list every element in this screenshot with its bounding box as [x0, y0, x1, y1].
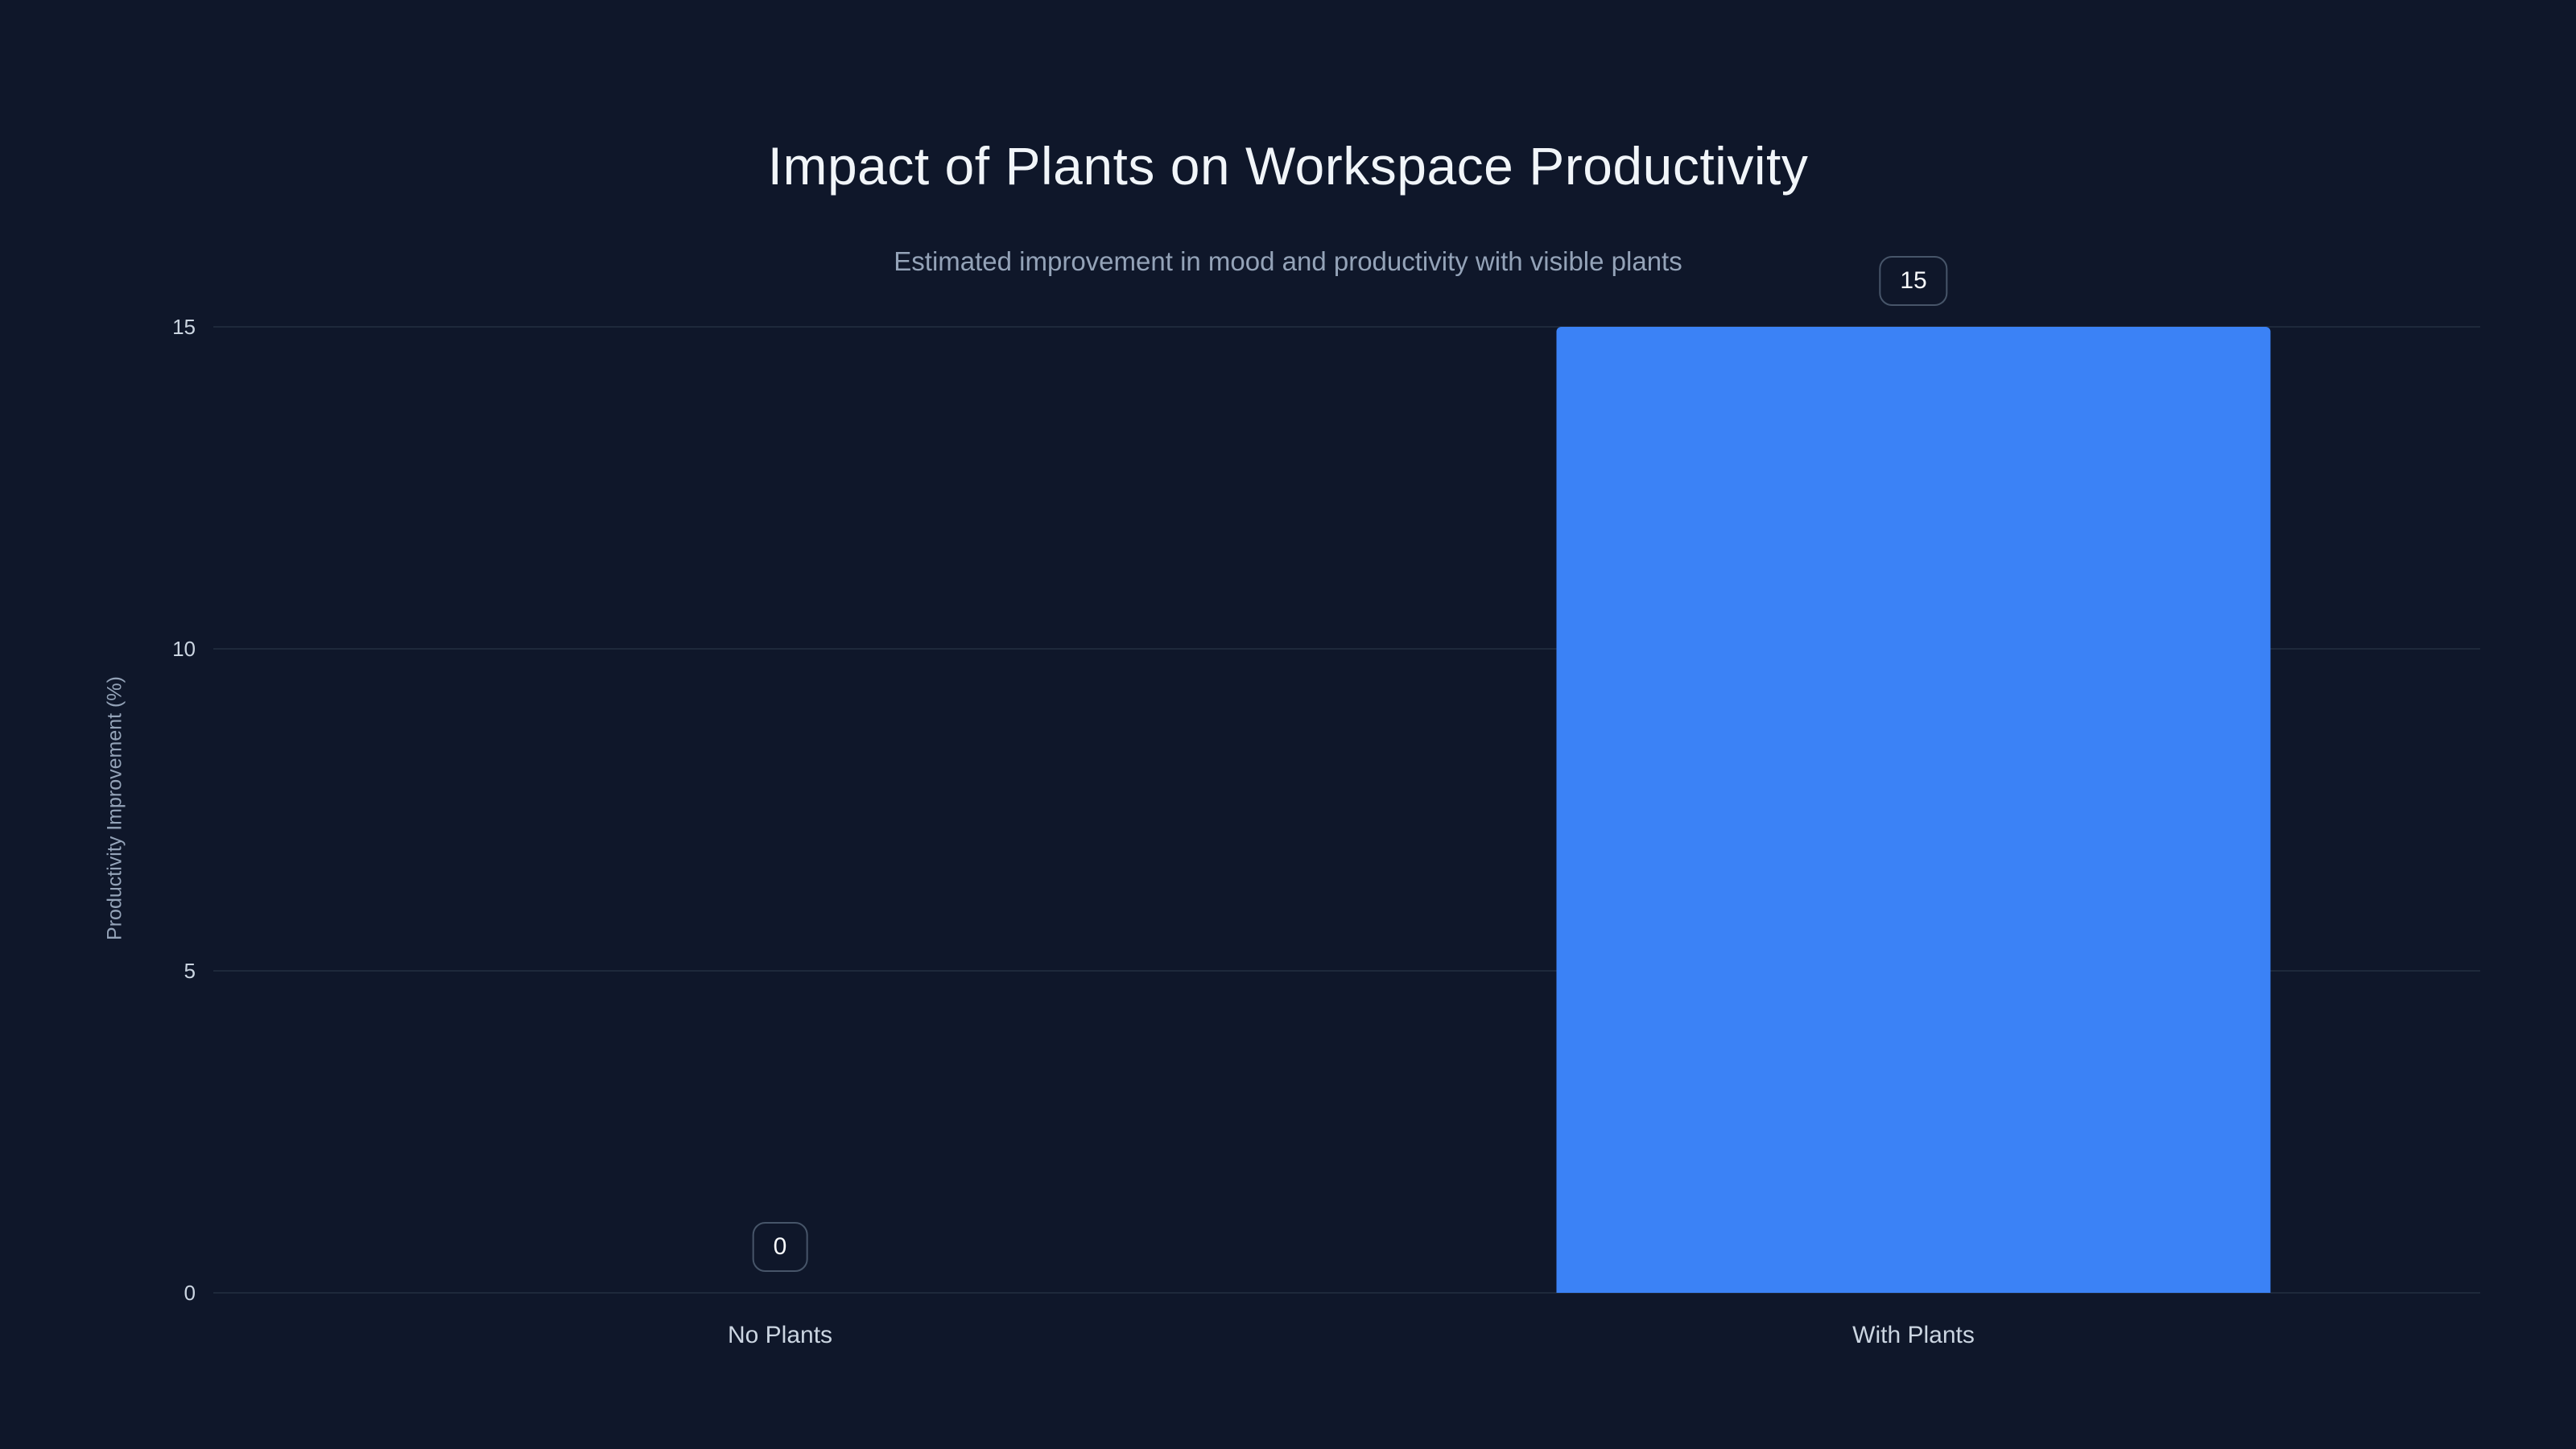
- gridlines-layer: [213, 326, 2480, 1294]
- y-tick-label: 0: [184, 1281, 196, 1305]
- value-badge-no-plants: 0: [752, 1222, 808, 1272]
- y-tick-label: 15: [172, 315, 196, 339]
- y-tick-label: 10: [172, 637, 196, 661]
- bar-with-plants: [1556, 327, 2271, 1293]
- gridline: [213, 648, 2480, 650]
- gridline: [213, 970, 2480, 972]
- y-axis-label: Productivity Improvement (%): [103, 676, 126, 940]
- y-tick-label: 5: [184, 959, 196, 983]
- chart-title: Impact of Plants on Workspace Productivi…: [767, 136, 1809, 196]
- value-badge-with-plants: 15: [1879, 256, 1948, 306]
- plot-area: 0 5 10 15 0 15 No Plants With Plants: [172, 256, 2480, 1348]
- x-tick-label-with-plants: With Plants: [1852, 1322, 1975, 1348]
- chart-subtitle: Estimated improvement in mood and produc…: [894, 246, 1682, 276]
- gridline: [213, 1292, 2480, 1294]
- gridline: [213, 326, 2480, 328]
- x-tick-labels-layer: No Plants With Plants: [213, 327, 2480, 1348]
- y-tick-labels-layer: 0 5 10 15: [172, 316, 2480, 1303]
- x-tick-label-no-plants: No Plants: [727, 1322, 833, 1348]
- bars-layer: 0 15: [213, 256, 2480, 1293]
